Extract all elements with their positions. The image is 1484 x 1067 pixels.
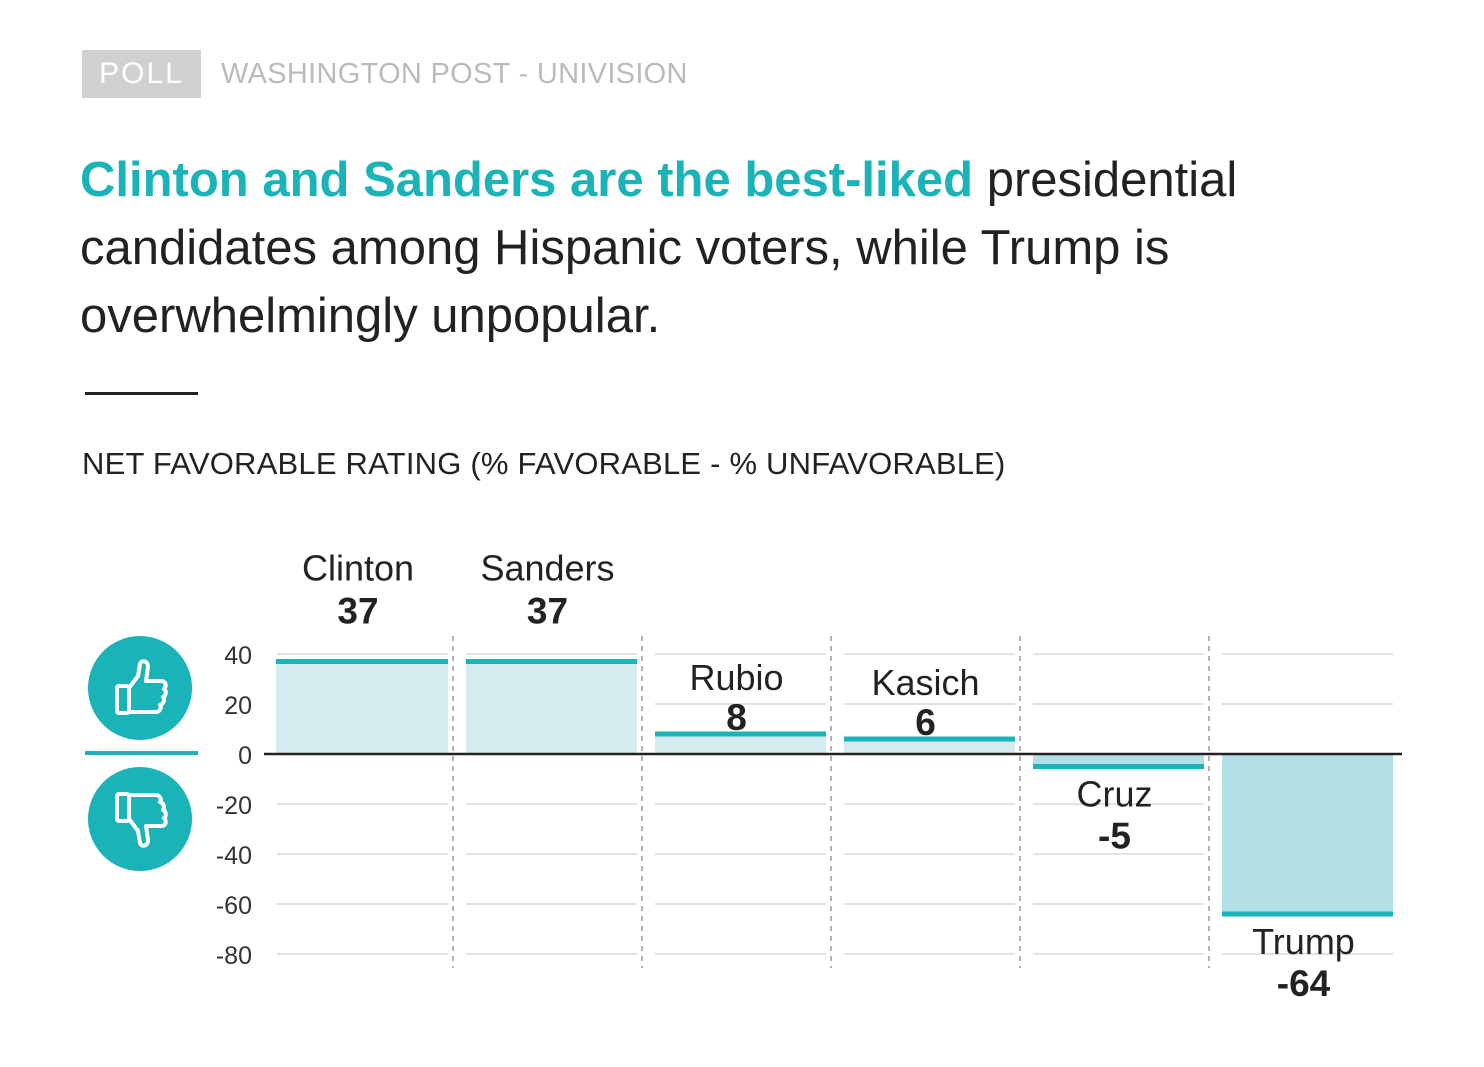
bar-value-cruz: -5 xyxy=(1098,816,1131,857)
bar-value-line-sanders xyxy=(466,659,637,664)
y-tick-label: -20 xyxy=(216,792,252,820)
bar-value-line-kasich xyxy=(844,736,1015,742)
y-tick-label: 20 xyxy=(224,692,252,720)
poll-badge: POLL xyxy=(82,50,201,98)
bar-value-clinton: 37 xyxy=(337,591,378,632)
bar-kasich xyxy=(844,739,1015,754)
chart-title: NET FAVORABLE RATING (% FAVORABLE - % UN… xyxy=(82,446,1006,481)
headline-rule xyxy=(85,392,198,395)
y-tick-label: -60 xyxy=(216,892,252,920)
bar-trump xyxy=(1222,754,1393,914)
headline-rest: presidential candidates among Hispanic v… xyxy=(80,153,1238,343)
bar-label-rubio: Rubio xyxy=(689,657,783,698)
bar-label-kasich: Kasich xyxy=(871,662,979,703)
bar-value-line-rubio xyxy=(655,731,826,737)
thumbs-down-icon xyxy=(115,792,168,848)
bar-value-trump: -64 xyxy=(1277,963,1331,1004)
bar-value-line-cruz xyxy=(1033,764,1204,769)
bar-rubio xyxy=(655,734,826,754)
bar-label-sanders: Sanders xyxy=(480,548,614,589)
bar-label-clinton: Clinton xyxy=(302,548,414,589)
bar-value-sanders: 37 xyxy=(527,591,568,632)
favorable-icon-badge xyxy=(88,636,192,740)
bar-cruz xyxy=(1033,754,1204,767)
headline: Clinton and Sanders are the best-liked p… xyxy=(80,146,1410,350)
y-tick-label: -80 xyxy=(216,942,252,970)
y-tick-label: -40 xyxy=(216,842,252,870)
icon-divider xyxy=(85,751,198,755)
bar-label-cruz: Cruz xyxy=(1076,774,1152,815)
bar-sanders xyxy=(466,661,637,754)
y-tick-label: 40 xyxy=(224,642,252,670)
bar-label-trump: Trump xyxy=(1252,921,1355,962)
bar-value-kasich: 6 xyxy=(915,702,936,743)
bar-value-line-clinton xyxy=(276,659,448,664)
headline-highlight: Clinton and Sanders are the best-liked xyxy=(80,153,974,207)
thumbs-up-icon xyxy=(115,659,168,715)
poll-source: WASHINGTON POST - UNIVISION xyxy=(221,57,688,90)
kicker: POLL WASHINGTON POST - UNIVISION xyxy=(82,50,688,98)
bar-value-line-trump xyxy=(1222,911,1393,917)
unfavorable-icon-badge xyxy=(88,767,192,871)
bar-clinton xyxy=(276,661,448,754)
y-tick-label: 0 xyxy=(238,742,252,770)
bar-value-rubio: 8 xyxy=(726,697,747,738)
